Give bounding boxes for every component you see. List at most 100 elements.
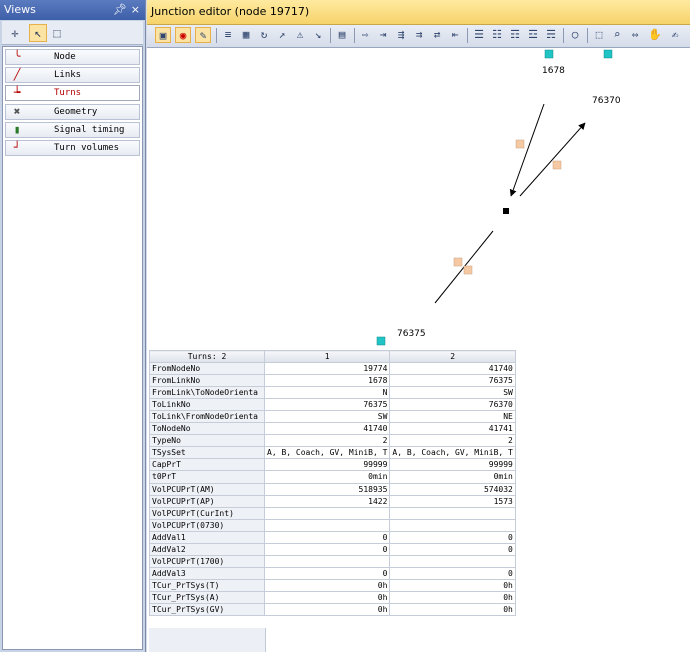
view-item-links[interactable]: ╱ Links bbox=[5, 67, 140, 83]
junction-diagram[interactable]: 1678 76370 76375 bbox=[147, 48, 690, 348]
row-header[interactable]: AddVal2 bbox=[149, 542, 265, 556]
refresh-icon[interactable]: ↻ bbox=[260, 28, 268, 41]
row-header[interactable]: ToLink\FromNodeOrienta bbox=[149, 410, 265, 424]
table-cell[interactable]: A, B, Coach, GV, MiniB, T bbox=[263, 446, 391, 460]
close-icon[interactable]: × bbox=[130, 3, 140, 16]
lanes-merge-icon[interactable]: ☴ bbox=[546, 28, 556, 41]
table-cell[interactable]: 0h bbox=[263, 590, 391, 604]
split-icon[interactable]: ⇶ bbox=[397, 28, 405, 41]
table-cell[interactable]: 574032 bbox=[389, 482, 516, 496]
table-row[interactable]: VolPCUPrT(AM) 518935 574032 bbox=[149, 482, 516, 496]
row-header[interactable]: TSysSet bbox=[149, 446, 265, 460]
table-row[interactable]: TCur_PrTSys(T) 0h 0h bbox=[149, 578, 516, 592]
link-76370-out[interactable] bbox=[519, 122, 586, 197]
pan-hand-icon[interactable]: ✋ bbox=[648, 28, 662, 41]
table-cell[interactable]: 0min bbox=[263, 470, 391, 484]
view-item-signal-timing[interactable]: ▮ Signal timing bbox=[5, 122, 140, 138]
table-cell[interactable]: 0 bbox=[389, 530, 516, 544]
row-header[interactable]: TCur_PrTSys(GV) bbox=[149, 602, 265, 617]
zoom-icon[interactable]: ⌕ bbox=[613, 28, 621, 41]
table-row[interactable]: FromLink\ToNodeOrienta N SW bbox=[149, 386, 516, 400]
select-pointer-icon[interactable]: ↖ bbox=[29, 24, 47, 42]
link-handle[interactable] bbox=[453, 257, 463, 267]
table-cell[interactable]: SW bbox=[389, 386, 516, 400]
table-cell[interactable]: 0h bbox=[389, 578, 516, 592]
grid-corner[interactable]: Turns: 2 bbox=[149, 349, 265, 364]
table-cell[interactable] bbox=[263, 506, 391, 520]
lanes-remove-icon[interactable]: ☶ bbox=[510, 28, 520, 41]
edit-icon[interactable]: ✎ bbox=[195, 27, 211, 43]
table-cell[interactable]: 0min bbox=[389, 470, 516, 484]
table-cell[interactable]: 0 bbox=[389, 542, 516, 556]
row-header[interactable]: TCur_PrTSys(A) bbox=[149, 590, 265, 604]
row-header[interactable]: ToNodeNo bbox=[149, 422, 265, 436]
table-cell[interactable] bbox=[389, 506, 516, 520]
settings-edit-icon[interactable]: ✍ bbox=[671, 28, 679, 41]
warning-icon[interactable]: ⚠ bbox=[296, 28, 304, 41]
row-header[interactable]: VolPCUPrT(AP) bbox=[149, 494, 265, 508]
table-cell[interactable]: 1573 bbox=[389, 494, 516, 508]
view-item-geometry[interactable]: ✖ Geometry bbox=[5, 104, 140, 120]
table-row[interactable]: FromLinkNo 1678 76375 bbox=[149, 374, 516, 388]
table-row[interactable]: t0PrT 0min 0min bbox=[149, 470, 516, 484]
table-cell[interactable]: 0 bbox=[263, 542, 391, 556]
table-cell[interactable]: 0h bbox=[389, 602, 516, 617]
table-cell[interactable] bbox=[389, 554, 516, 568]
table-cell[interactable]: 19774 bbox=[263, 362, 391, 376]
row-header[interactable]: VolPCUPrT(0730) bbox=[149, 518, 265, 532]
table-cell[interactable]: SW bbox=[263, 410, 391, 424]
junction-canvas[interactable]: 1678 76370 76375 bbox=[147, 48, 690, 348]
table-cell[interactable]: 76375 bbox=[389, 374, 516, 388]
table-cell[interactable]: 0 bbox=[263, 566, 391, 580]
remove-icon[interactable]: ⇤ bbox=[451, 28, 459, 41]
table-cell[interactable]: 99999 bbox=[263, 458, 391, 472]
node-marker-76370[interactable] bbox=[603, 49, 613, 59]
row-header[interactable]: TCur_PrTSys(T) bbox=[149, 578, 265, 592]
node-marker-1678[interactable] bbox=[544, 49, 554, 59]
table-row[interactable]: ToLink\FromNodeOrienta SW NE bbox=[149, 410, 516, 424]
row-header[interactable]: AddVal1 bbox=[149, 530, 265, 544]
fit-view-icon[interactable]: ⬚ bbox=[595, 28, 603, 41]
row-header[interactable]: VolPCUPrT(AM) bbox=[149, 482, 265, 496]
table-icon[interactable]: ▦ bbox=[242, 28, 250, 41]
table-row[interactable]: VolPCUPrT(0730) bbox=[149, 518, 516, 532]
link-handle[interactable] bbox=[463, 265, 473, 275]
row-header[interactable]: AddVal3 bbox=[149, 566, 265, 580]
table-row[interactable]: VolPCUPrT(AP) 1422 1573 bbox=[149, 494, 516, 508]
lanes-icon[interactable]: ☰ bbox=[474, 28, 484, 41]
link-handle[interactable] bbox=[515, 139, 525, 149]
junction-node[interactable] bbox=[503, 208, 509, 214]
table-cell[interactable] bbox=[263, 518, 391, 532]
table-cell[interactable] bbox=[263, 554, 391, 568]
zoom-width-icon[interactable]: ⇔ bbox=[631, 28, 639, 41]
table-cell[interactable]: 518935 bbox=[263, 482, 391, 496]
table-cell[interactable]: 2 bbox=[263, 434, 391, 448]
table-row[interactable]: TCur_PrTSys(A) 0h 0h bbox=[149, 590, 516, 604]
select-rect-icon[interactable]: ⬚ bbox=[53, 26, 61, 40]
table-row[interactable]: TypeNo 2 2 bbox=[149, 434, 516, 448]
table-cell[interactable]: A, B, Coach, GV, MiniB, T bbox=[389, 446, 516, 460]
row-header[interactable]: TypeNo bbox=[149, 434, 265, 448]
view-item-turns[interactable]: ┶ Turns bbox=[5, 85, 140, 101]
table-cell[interactable]: 76370 bbox=[389, 398, 516, 412]
lanes-add-icon[interactable]: ☷ bbox=[492, 28, 502, 41]
table-row[interactable]: AddVal2 0 0 bbox=[149, 542, 516, 556]
table-cell[interactable]: N bbox=[263, 386, 391, 400]
table-cell[interactable]: 1422 bbox=[263, 494, 391, 508]
link-1678-in[interactable] bbox=[509, 103, 545, 197]
table-cell[interactable]: NE bbox=[389, 410, 516, 424]
table-cell[interactable]: 0 bbox=[263, 530, 391, 544]
table-cell[interactable]: 0h bbox=[389, 590, 516, 604]
table-cell[interactable]: 0 bbox=[389, 566, 516, 580]
table-row[interactable]: VolPCUPrT(CurInt) bbox=[149, 506, 516, 520]
crosshair-tool-icon[interactable]: ✛ bbox=[11, 26, 19, 40]
view-item-turn-volumes[interactable]: ┘ Turn volumes bbox=[5, 140, 140, 156]
table-cell[interactable]: 0h bbox=[263, 578, 391, 592]
move-icon[interactable]: ⇄ bbox=[433, 28, 441, 41]
lanes-edit-icon[interactable]: ☲ bbox=[528, 28, 538, 41]
properties-icon[interactable]: ▤ bbox=[338, 28, 346, 41]
table-row[interactable]: AddVal3 0 0 bbox=[149, 566, 516, 580]
table-row[interactable]: ToNodeNo 41740 41741 bbox=[149, 422, 516, 436]
table-cell[interactable]: 41741 bbox=[389, 422, 516, 436]
layout-icon[interactable]: ≡ bbox=[224, 28, 232, 41]
